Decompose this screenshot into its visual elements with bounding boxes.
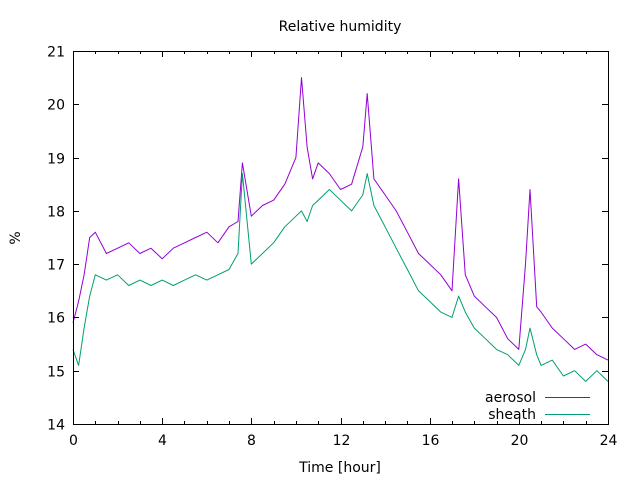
x-axis-label: Time [hour] <box>298 460 381 476</box>
y-axis-label: % <box>8 231 24 244</box>
axis-ticks-group: 14 15 16 17 18 19 20 21 0 4 8 12 16 20 24 <box>47 45 617 450</box>
x-tick-label: 12 <box>333 433 351 449</box>
series-line-sheath <box>72 173 609 382</box>
legend-label-sheath: sheath <box>488 407 536 423</box>
legend-label-aerosol: aerosol <box>485 390 536 406</box>
y-tick-label: 20 <box>47 98 65 114</box>
plot-frame <box>73 51 609 425</box>
y-tick-label: 19 <box>47 152 65 168</box>
y-tick-label: 15 <box>47 365 65 381</box>
x-tick-label: 8 <box>247 433 256 449</box>
x-tick-label: 4 <box>158 433 167 449</box>
x-tick-label: 16 <box>422 433 440 449</box>
y-tick-label: 14 <box>47 418 65 434</box>
plot-series-group <box>72 77 609 382</box>
y-tick-label: 21 <box>47 45 65 61</box>
series-line-aerosol <box>72 77 609 361</box>
x-tick-label: 24 <box>600 433 618 449</box>
y-tick-label: 17 <box>47 258 65 274</box>
y-tick-label: 18 <box>47 205 65 221</box>
x-tick-label: 20 <box>511 433 529 449</box>
y-tick-label: 16 <box>47 311 65 327</box>
x-tick-label: 0 <box>69 433 78 449</box>
chart-title: Relative humidity <box>279 19 402 35</box>
